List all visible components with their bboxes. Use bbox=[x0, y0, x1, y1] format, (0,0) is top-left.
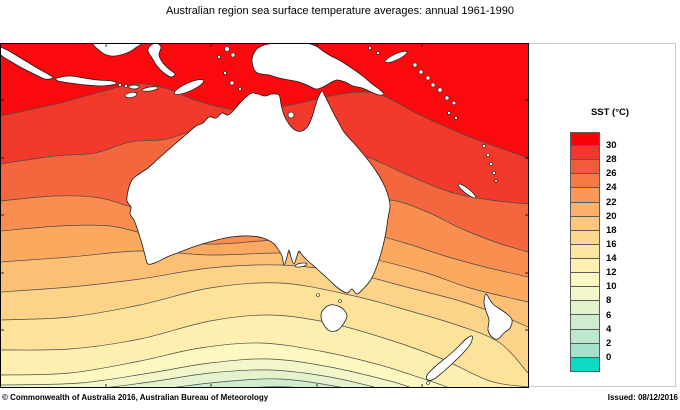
isotherm-8C bbox=[99, 369, 380, 388]
legend-tick-label: 30 bbox=[606, 140, 617, 152]
islet bbox=[447, 111, 451, 115]
legend-tick-label: 16 bbox=[606, 238, 617, 250]
legend-color-box bbox=[570, 315, 600, 330]
islet bbox=[437, 87, 443, 93]
legend-color-box bbox=[570, 230, 600, 245]
island bbox=[457, 183, 477, 199]
legend-color-box bbox=[570, 146, 600, 161]
legend-tick-label: 22 bbox=[606, 196, 617, 208]
legend-tick-label: 14 bbox=[606, 253, 617, 265]
islet bbox=[489, 162, 493, 166]
island bbox=[124, 91, 138, 99]
legend-color-box bbox=[570, 273, 600, 288]
page-title: Australian region sea surface temperatur… bbox=[166, 5, 514, 17]
legend-tick-label: 20 bbox=[606, 210, 617, 222]
legend-color-box bbox=[570, 287, 600, 302]
islet bbox=[316, 293, 320, 297]
island bbox=[173, 79, 205, 95]
footer-issued-date: Issued: 08/12/2016 bbox=[607, 393, 678, 402]
map-border bbox=[0, 43, 529, 388]
island bbox=[294, 262, 308, 268]
legend-color-box bbox=[570, 343, 600, 358]
islet bbox=[444, 95, 450, 101]
islet bbox=[238, 87, 242, 91]
new-zealand-south-island bbox=[425, 335, 473, 381]
islet bbox=[124, 84, 128, 88]
legend-tick-label: 12 bbox=[606, 267, 617, 279]
islet bbox=[217, 55, 221, 59]
islet bbox=[338, 299, 342, 303]
sst-band-below-6C bbox=[0, 378, 529, 388]
legend-color-box bbox=[570, 329, 600, 344]
islet bbox=[118, 83, 122, 87]
island bbox=[128, 84, 140, 90]
islet bbox=[486, 153, 490, 157]
legend-tick-label: 26 bbox=[606, 168, 617, 180]
islet bbox=[229, 80, 235, 86]
islet bbox=[492, 171, 496, 175]
legend-color-box bbox=[570, 258, 600, 274]
isotherm-14C bbox=[0, 314, 529, 388]
islet bbox=[224, 46, 230, 52]
legend-tick-label: 24 bbox=[606, 182, 617, 194]
legend-title: SST (°C) bbox=[590, 107, 630, 118]
islet bbox=[368, 46, 372, 50]
legend-tick-label: 2 bbox=[606, 337, 612, 349]
legend-color-box bbox=[570, 216, 600, 231]
islet bbox=[426, 381, 430, 385]
legend-color-box bbox=[570, 202, 600, 217]
footer-copyright: © Commonwealth of Australia 2016, Austra… bbox=[2, 393, 269, 402]
islet bbox=[418, 69, 424, 75]
legend: SST (°C) 30 28 26 24 22 20 18 16 14 12 10 8 6 4 2 0 bbox=[530, 43, 678, 387]
legend-color-box bbox=[570, 244, 600, 259]
island bbox=[141, 86, 159, 92]
sst-contour-map bbox=[0, 43, 529, 388]
legend-color-box bbox=[570, 160, 600, 175]
legend-color-box bbox=[570, 357, 600, 372]
legend-tick-label: 8 bbox=[606, 295, 612, 307]
islet bbox=[223, 71, 227, 75]
isotherm-10C bbox=[0, 358, 414, 388]
borneo bbox=[92, 43, 143, 57]
australia-landmass bbox=[126, 90, 391, 295]
isotherm-28C bbox=[0, 83, 529, 159]
new-zealand-north-island bbox=[483, 293, 513, 340]
legend-tick-label: 18 bbox=[606, 224, 617, 236]
isotherm-16C bbox=[0, 282, 529, 374]
legend-color-box bbox=[570, 301, 600, 316]
sulawesi bbox=[147, 43, 176, 78]
islet bbox=[494, 179, 498, 183]
islet bbox=[287, 111, 295, 119]
islet bbox=[412, 62, 418, 68]
new-guinea bbox=[251, 43, 385, 96]
island bbox=[384, 50, 408, 64]
legend-tick-label: 28 bbox=[606, 154, 617, 166]
isotherm-20C bbox=[0, 250, 529, 303]
legend-color-box bbox=[570, 174, 600, 189]
tasmania bbox=[320, 304, 348, 332]
legend-tick-label: 10 bbox=[606, 281, 617, 293]
legend-colorbar bbox=[570, 132, 600, 372]
islet bbox=[482, 144, 486, 148]
legend-tick-label: 4 bbox=[606, 323, 612, 335]
sumatra bbox=[0, 46, 54, 80]
islet bbox=[430, 82, 436, 88]
legend-tick-label: 6 bbox=[606, 309, 612, 321]
isotherm-6C bbox=[166, 378, 348, 388]
islet bbox=[376, 51, 380, 55]
islet bbox=[230, 52, 236, 58]
legend-color-box bbox=[570, 132, 600, 147]
legend-tick-label: 0 bbox=[606, 351, 612, 363]
legend-color-box bbox=[570, 188, 600, 203]
java bbox=[55, 75, 117, 87]
islet bbox=[425, 75, 431, 81]
islet bbox=[454, 116, 458, 120]
islet bbox=[451, 100, 457, 106]
